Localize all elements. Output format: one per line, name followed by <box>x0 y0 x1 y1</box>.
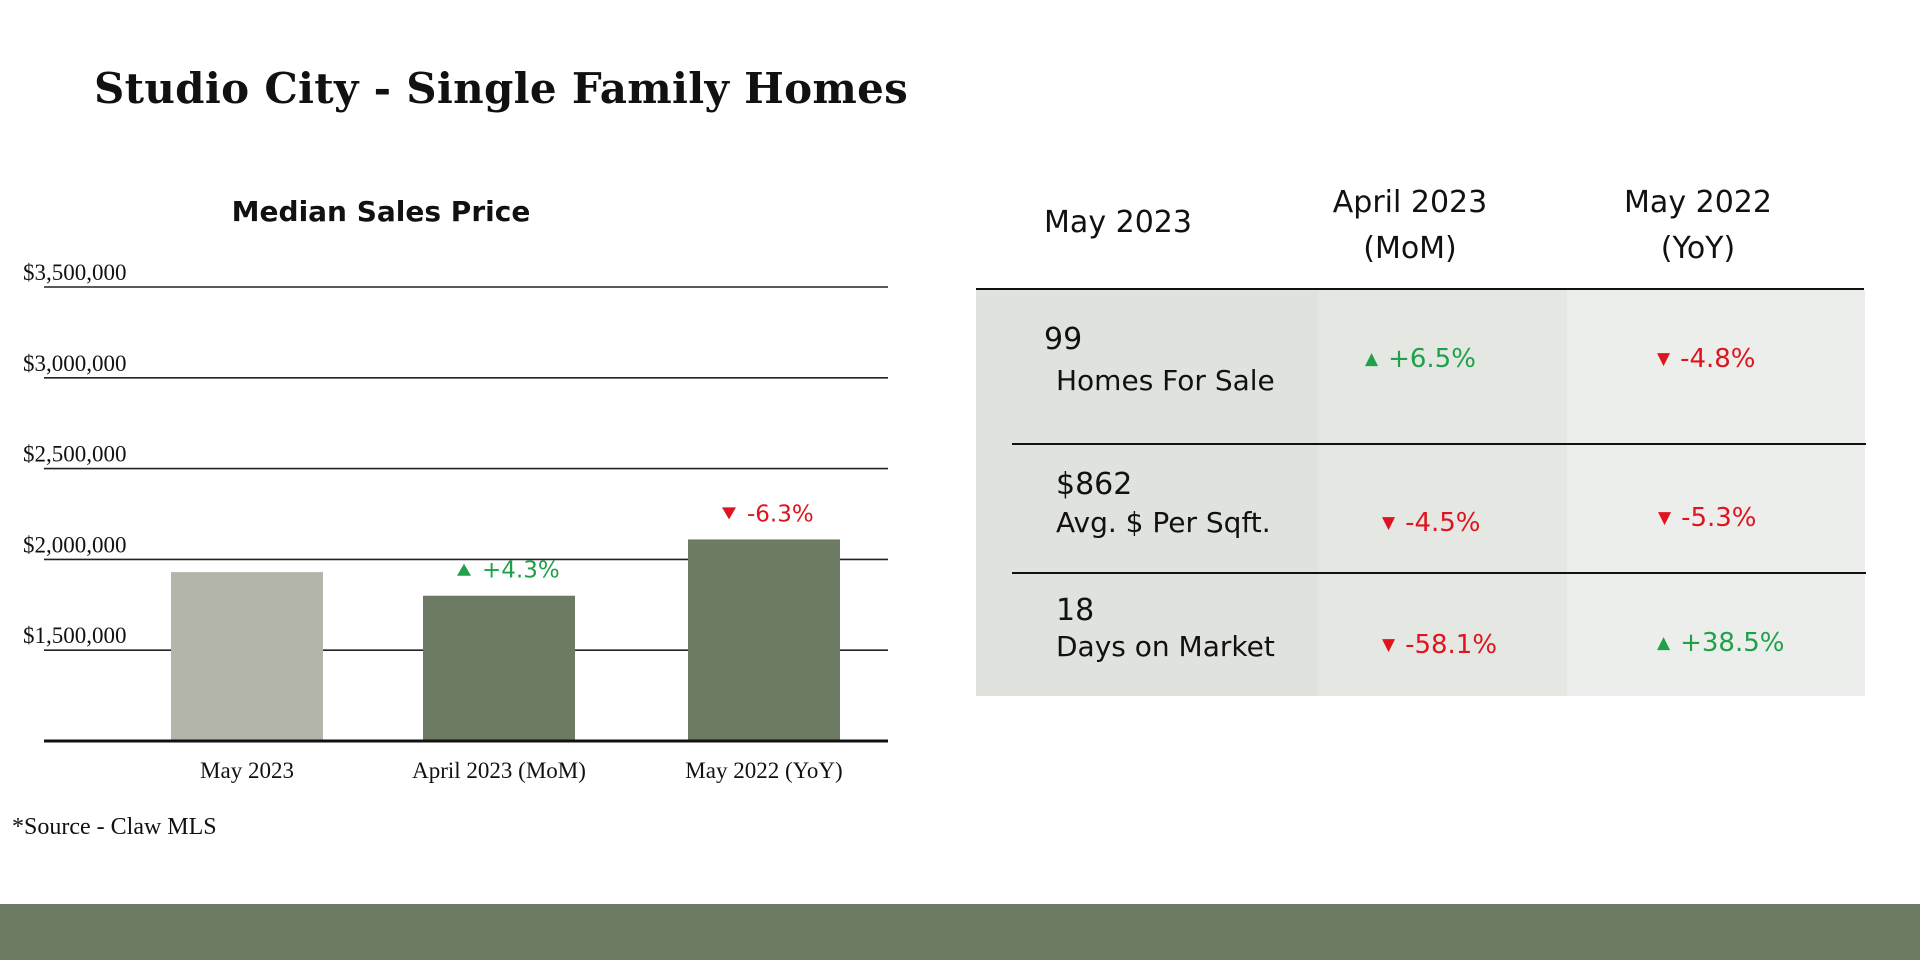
table-header-divider <box>976 288 1864 290</box>
table-header-current-label: May 2023 <box>1044 205 1192 240</box>
triangle-down-icon: ▼ <box>1382 513 1396 533</box>
days-on-market-yoy-value: +38.5% <box>1680 628 1785 658</box>
homes-for-sale-yoy-delta: ▼ -4.8% <box>1657 344 1756 374</box>
x-tick-label: April 2023 (MoM) <box>412 758 586 783</box>
price-per-sqft-mom-delta: ▼ -4.5% <box>1382 508 1481 538</box>
table-header-yoy-line1: May 2022 <box>1624 185 1772 220</box>
y-tick-label: $3,500,000 <box>23 260 127 285</box>
homes-for-sale-label: Homes For Sale <box>1056 364 1275 397</box>
price-per-sqft-mom-value: -4.5% <box>1405 508 1481 538</box>
bar <box>171 572 323 741</box>
price-per-sqft-value: $862 <box>1056 467 1133 502</box>
homes-for-sale-value: 99 <box>1044 322 1083 357</box>
bar <box>688 539 840 741</box>
days-on-market-mom-value: -58.1% <box>1405 630 1498 660</box>
median-sales-price-chart: Median Sales Price $1,500,000 $2,000,000 $2… <box>23 195 888 783</box>
page-title: Studio City - Single Family Homes <box>94 64 909 113</box>
days-on-market-value: 18 <box>1056 593 1095 628</box>
table-header-mom-line1: April 2023 <box>1332 185 1488 220</box>
price-per-sqft-yoy-delta: ▼ -5.3% <box>1658 503 1757 533</box>
table-header-yoy: May 2022 (YoY) <box>1598 180 1798 272</box>
days-on-market-mom-delta: ▼ -58.1% <box>1382 630 1497 660</box>
table-row-divider <box>1012 443 1866 445</box>
homes-for-sale-mom-value: +6.5% <box>1388 344 1476 374</box>
table-header-current: May 2023 <box>1000 200 1236 246</box>
price-per-sqft-yoy-value: -5.3% <box>1681 503 1757 533</box>
bar-annotation: -6.3% <box>747 501 814 527</box>
y-tick-label: $1,500,000 <box>23 623 127 648</box>
table-column-yoy-bg <box>1567 290 1865 696</box>
x-tick-label: May 2022 (YoY) <box>685 758 842 783</box>
triangle-down-icon: ▼ <box>1657 349 1671 369</box>
triangle-down-icon: ▼ <box>1382 635 1396 655</box>
chart-title: Median Sales Price <box>232 195 531 228</box>
footer-bar <box>0 904 1920 960</box>
table-column-current-bg <box>976 290 1318 696</box>
y-tick-label: $2,500,000 <box>23 442 127 467</box>
triangle-down-icon <box>722 507 736 520</box>
homes-for-sale-yoy-value: -4.8% <box>1680 344 1756 374</box>
table-header-mom: April 2023 (MoM) <box>1310 180 1510 272</box>
triangle-up-icon: ▲ <box>1365 349 1379 369</box>
y-tick-label: $2,000,000 <box>23 532 127 557</box>
days-on-market-label: Days on Market <box>1056 630 1275 663</box>
source-note: *Source - Claw MLS <box>12 814 217 840</box>
homes-for-sale-mom-delta: ▲ +6.5% <box>1365 344 1476 374</box>
table-column-mom-bg <box>1318 290 1567 696</box>
price-per-sqft-label: Avg. $ Per Sqft. <box>1056 506 1271 539</box>
y-tick-label: $3,000,000 <box>23 351 127 376</box>
x-tick-label: May 2023 <box>200 758 294 783</box>
bar-annotation: +4.3% <box>482 558 560 584</box>
table-header-mom-line2: (MoM) <box>1363 231 1457 266</box>
table-row-divider <box>1012 572 1866 574</box>
table-header-yoy-line2: (YoY) <box>1660 231 1736 266</box>
bar <box>423 595 575 741</box>
triangle-down-icon: ▼ <box>1658 508 1672 528</box>
triangle-up-icon: ▲ <box>1657 633 1671 653</box>
triangle-up-icon <box>457 563 471 576</box>
days-on-market-yoy-delta: ▲ +38.5% <box>1657 628 1784 658</box>
